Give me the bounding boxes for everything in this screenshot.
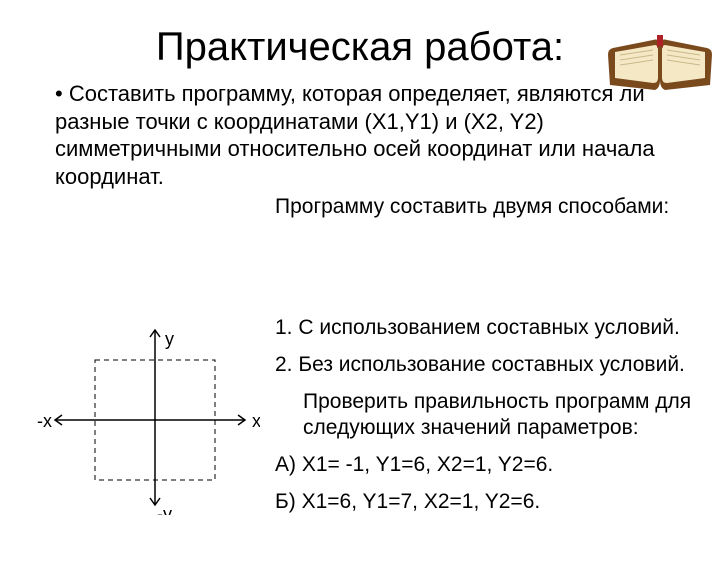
slide: Практическая работа: Составить программу… (0, 25, 720, 565)
label-neg-x: -x (37, 411, 52, 431)
label-y: y (165, 329, 174, 349)
case-a: А) X1= -1, Y1=6, X2=1, Y2=6. (275, 452, 705, 477)
method-2: 2. Без использование составных условий. (275, 352, 705, 377)
axes-diagram: y x -x -y (30, 315, 260, 515)
task-bullet: Составить программу, которая определяет,… (55, 80, 665, 190)
label-neg-y: -y (157, 504, 172, 515)
check-text: Проверить правильность программ для след… (275, 389, 705, 439)
label-x: x (252, 411, 260, 431)
book-icon (605, 30, 715, 100)
right-column: 1. С использованием составных условий. 2… (275, 315, 705, 526)
method-1: 1. С использованием составных условий. (275, 315, 705, 340)
subline: Программу составить двумя способами: (275, 195, 720, 219)
case-b: Б) X1=6, Y1=7, X2=1, Y2=6. (275, 489, 705, 514)
